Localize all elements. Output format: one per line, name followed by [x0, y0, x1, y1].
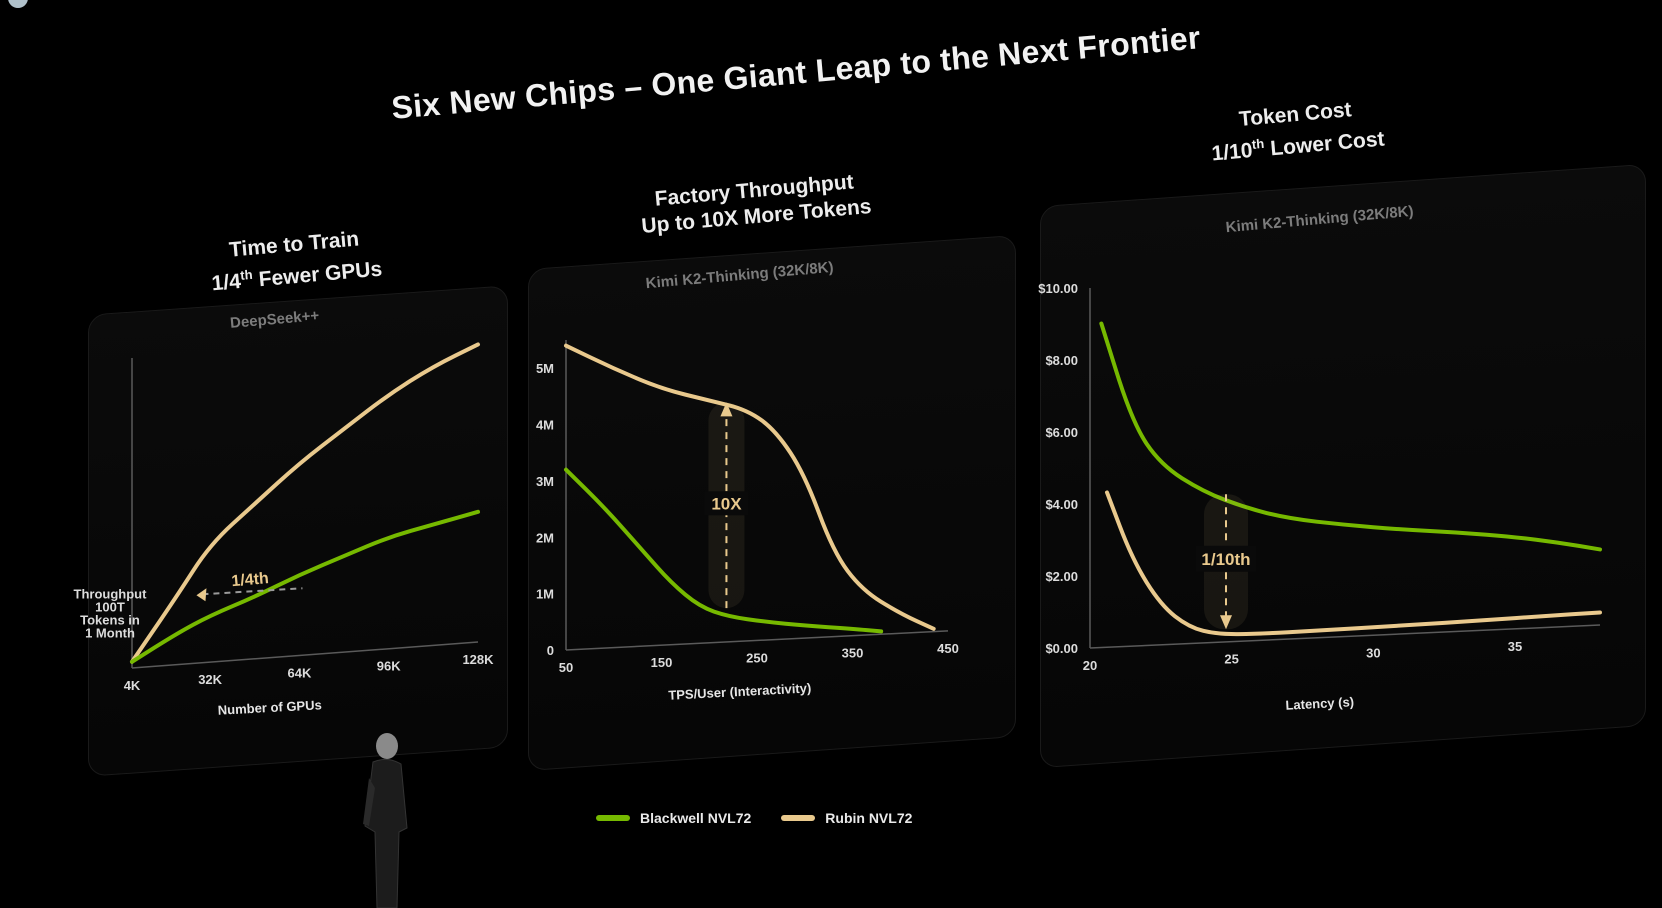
- chart-3-subtitle: Kimi K2-Thinking (32K/8K): [1225, 203, 1414, 236]
- chart-2-annotation-label-bg: [704, 491, 749, 516]
- chart-1-series-blackwell-nvl72: [130, 509, 480, 664]
- chart-2-x-tick: 250: [746, 650, 768, 665]
- chart-1-x-tick: 64K: [287, 665, 311, 680]
- chart-3-y-tick: $8.00: [1045, 353, 1078, 368]
- chart-3-series-rubin-nvl72: [1105, 490, 1602, 637]
- chart-1-annotation-arrow: [202, 587, 303, 596]
- legend-label-rubin: Rubin NVL72: [825, 810, 913, 826]
- legend-item-blackwell: Blackwell NVL72: [596, 810, 751, 826]
- legend: Blackwell NVL72 Rubin NVL72: [596, 810, 912, 826]
- chart-3-x-label: Latency (s): [1285, 694, 1354, 713]
- chart-3-x-tick: 20: [1083, 658, 1097, 673]
- chart-2-y-tick: 0: [547, 643, 554, 658]
- chart-2-x-tick: 150: [651, 655, 673, 670]
- chart-1-x-tick: 96K: [377, 659, 401, 674]
- chart-1-x-tick: 128K: [462, 652, 494, 667]
- chart-1-y-label-line: 1 Month: [85, 626, 135, 641]
- presenter-silhouette: [363, 733, 408, 908]
- logo-icon: [8, 0, 28, 8]
- chart-1-x-label: Number of GPUs: [217, 697, 322, 717]
- chart-2-x-axis: [565, 630, 949, 651]
- legend-swatch-blackwell: [596, 815, 630, 821]
- chart-2-annotation-label: 10X: [711, 494, 742, 513]
- chart-1-y-label-line: 100T: [95, 600, 125, 615]
- chart-2-annotation-arrowhead: [720, 402, 733, 417]
- chart-2-x-tick: 350: [842, 646, 864, 661]
- chart-1-y-label-line: Tokens in: [80, 613, 140, 628]
- chart-3-y-tick: $2.00: [1045, 569, 1078, 584]
- chart-3-x-tick: 25: [1224, 652, 1238, 667]
- chart-1-x-tick: 32K: [198, 672, 222, 687]
- chart-3-y-tick: $0.00: [1045, 641, 1078, 656]
- chart-2-x-label: TPS/User (Interactivity): [668, 680, 812, 702]
- chart-3-annotation-arrowhead: [1220, 615, 1232, 630]
- chart-3-annotation-label: 1/10th: [1201, 550, 1250, 569]
- legend-label-blackwell: Blackwell NVL72: [640, 810, 752, 826]
- chart-1-x-axis: [131, 641, 479, 669]
- chart-1-annotation-label: 1/4th: [231, 570, 270, 590]
- chart-2-x-tick: 50: [559, 660, 573, 675]
- chart-3-series-blackwell-nvl72: [1099, 321, 1602, 552]
- chart-2-subtitle: Kimi K2-Thinking (32K/8K): [645, 259, 834, 292]
- chart-1-y-label-line: Throughput: [74, 587, 148, 602]
- legend-item-rubin: Rubin NVL72: [781, 810, 912, 826]
- chart-1-annotation-arrowhead: [196, 588, 207, 602]
- chart-2-x-tick: 450: [937, 641, 959, 656]
- chart-3-y-tick: $4.00: [1045, 497, 1078, 512]
- chart-3-x-tick: 30: [1366, 645, 1380, 660]
- chart-3-annotation-label-bg: [1196, 545, 1256, 572]
- chart-2-y-tick: 5M: [536, 361, 554, 376]
- chart-2-series-rubin-nvl72: [564, 343, 936, 631]
- chart-3-x-tick: 35: [1508, 639, 1522, 654]
- chart-1-subtitle: DeepSeek++: [229, 307, 320, 332]
- legend-swatch-rubin: [781, 815, 816, 821]
- chart-1-x-tick: 4K: [124, 678, 141, 693]
- chart-2-y-tick: 3M: [536, 474, 554, 489]
- chart-2-series-blackwell-nvl72: [564, 467, 884, 634]
- chart-3-y-tick: $6.00: [1045, 425, 1078, 440]
- chart-1-series-rubin-nvl72: [130, 342, 480, 664]
- chart-2-y-tick: 1M: [536, 587, 554, 602]
- chart-3-x-axis: [1089, 624, 1601, 649]
- chart-3-y-tick: $10.00: [1038, 281, 1078, 296]
- chart-2-y-tick: 4M: [536, 418, 554, 433]
- chart-2-y-tick: 2M: [536, 530, 554, 545]
